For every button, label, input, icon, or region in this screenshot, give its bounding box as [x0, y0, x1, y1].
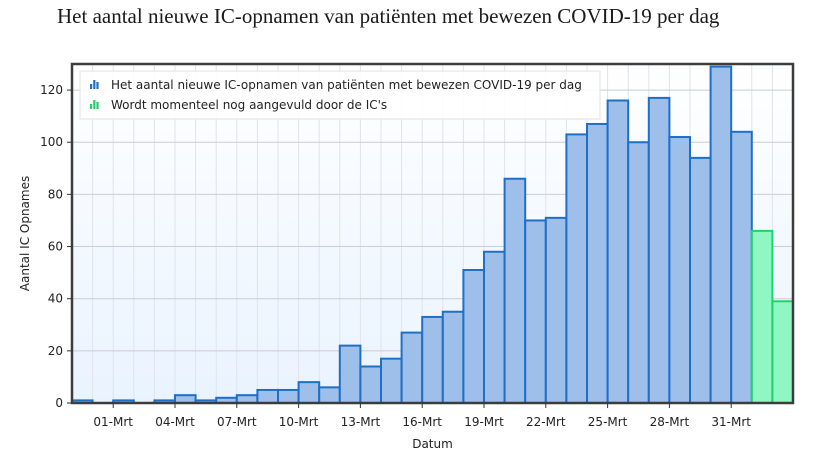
legend-bar-icon — [90, 80, 99, 89]
y-tick-label: 60 — [48, 240, 63, 254]
bars — [71, 65, 795, 405]
x-tick-label: 28-Mrt — [650, 415, 690, 429]
x-tick-label: 31-Mrt — [711, 415, 751, 429]
plot-frame — [70, 62, 795, 405]
bar — [709, 65, 733, 404]
x-tick-label: 10-Mrt — [279, 415, 319, 429]
legend-bar-icon — [90, 100, 99, 109]
bar — [503, 177, 527, 404]
y-axis: 0 20 40 60 80 100 120 — [40, 83, 72, 410]
bar — [647, 96, 671, 405]
bar — [400, 331, 424, 405]
x-tick-label: 19-Mrt — [464, 415, 504, 429]
bar — [544, 216, 568, 404]
bar — [380, 357, 403, 404]
bar — [627, 141, 650, 404]
bar — [256, 388, 279, 405]
bar — [421, 315, 444, 405]
x-tick-label: 16-Mrt — [402, 415, 442, 429]
legend-label: Wordt momenteel nog aangevuld door de IC… — [111, 98, 387, 112]
bar — [277, 388, 300, 405]
bar — [441, 310, 465, 405]
x-tick-label: 13-Mrt — [341, 415, 381, 429]
y-tick-label: 100 — [40, 135, 63, 149]
bar — [689, 156, 712, 404]
x-tick-label: 07-Mrt — [217, 415, 257, 429]
y-tick-label: 80 — [48, 187, 63, 201]
y-tick-label: 20 — [48, 344, 63, 358]
bar — [524, 219, 547, 404]
bar-incomplete — [771, 300, 795, 404]
legend: Het aantal nieuwe IC-opnamen van patiënt… — [79, 70, 601, 120]
y-tick-label: 40 — [48, 292, 63, 306]
bar — [565, 133, 589, 405]
bar — [297, 381, 321, 404]
bar — [338, 344, 362, 404]
bar — [318, 386, 341, 405]
y-axis-title: Aantal IC Opnames — [18, 176, 32, 291]
bar — [668, 136, 692, 404]
bar — [586, 122, 609, 404]
x-tick-label: 04-Mrt — [155, 415, 195, 429]
y-tick-label: 120 — [40, 83, 63, 97]
bar — [606, 99, 630, 404]
bar — [483, 250, 506, 404]
y-tick-label: 0 — [55, 396, 63, 410]
x-axis-title: Datum — [412, 437, 453, 451]
bar — [730, 130, 753, 405]
x-tick-label: 01-Mrt — [93, 415, 133, 429]
x-tick-label: 25-Mrt — [588, 415, 628, 429]
x-axis: 01-Mrt 04-Mrt 07-Mrt 10-Mrt 13-Mrt 16-Mrt 19-M… — [93, 403, 751, 429]
x-tick-label: 22-Mrt — [526, 415, 566, 429]
legend-box — [79, 70, 601, 120]
legend-label: Het aantal nieuwe IC-opnamen van patiënt… — [111, 78, 582, 92]
bar — [359, 365, 382, 404]
chart-title: Het aantal nieuwe IC-opnamen van patiënt… — [57, 4, 720, 28]
bar — [462, 269, 485, 404]
bar-incomplete — [750, 229, 774, 404]
